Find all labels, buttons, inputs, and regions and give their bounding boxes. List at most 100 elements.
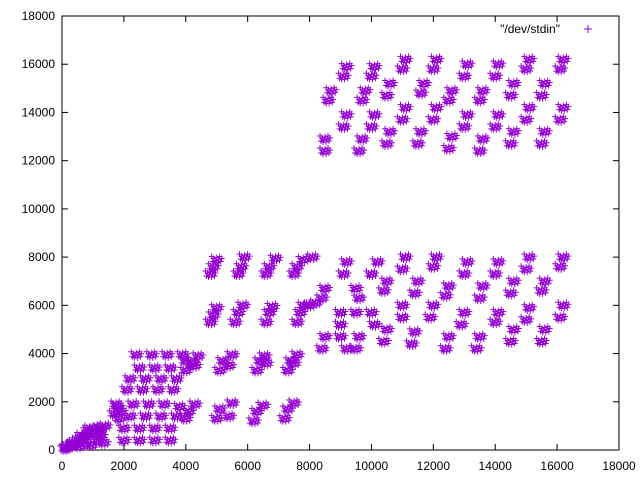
data-point [276,412,293,425]
data-point [187,398,204,411]
data-point [412,125,429,138]
data-point [224,348,241,361]
data-point [502,89,519,102]
data-point [143,348,160,361]
data-point [425,63,442,76]
data-point [521,301,538,314]
data-point [208,253,225,266]
data-point [378,275,395,288]
data-point [456,306,473,319]
data-point [264,300,281,313]
data-point [412,87,429,100]
x-tick-label: 2000 [111,459,138,473]
data-point [440,280,457,293]
data-point [416,77,433,90]
data-point [313,292,330,305]
data-point [382,125,399,138]
data-point [487,316,504,329]
data-point [518,263,535,276]
data-point [536,275,553,288]
data-point [502,287,519,300]
data-point [363,120,380,133]
data-point [233,260,250,273]
data-point [317,132,334,145]
data-point [156,398,173,411]
x-tick-label: 12000 [417,459,451,473]
legend-label: "/dev/stdin" [500,22,560,36]
data-point [425,299,442,312]
data-point [474,84,491,97]
data-point [256,349,273,362]
x-tick-label: 6000 [234,459,261,473]
data-point [453,318,470,331]
data-point [505,125,522,138]
data-point [375,335,392,348]
data-point [487,120,504,133]
data-point [146,362,163,375]
data-point [221,410,238,423]
data-point [474,280,491,293]
data-point [394,299,411,312]
data-point [502,335,519,348]
data-point [552,311,569,324]
data-point [437,342,454,355]
data-point [369,255,386,268]
data-point [286,357,303,370]
data-point [363,306,380,319]
x-tick-label: 16000 [540,459,574,473]
data-point [471,94,488,107]
data-point [490,255,507,268]
data-point [471,330,488,343]
data-point [236,251,253,264]
data-point [409,275,426,288]
data-point [459,108,476,121]
data-point [332,330,349,343]
data-point [320,94,337,107]
data-point [505,77,522,90]
y-tick-label: 8000 [28,250,55,264]
data-point [289,260,306,273]
data-point [208,412,225,425]
data-point [230,267,247,280]
data-points [57,53,572,455]
x-tick-label: 10000 [355,459,389,473]
data-point [332,306,349,319]
data-point [153,372,170,385]
data-point [536,125,553,138]
data-point [533,284,550,297]
data-point [406,287,423,300]
data-point [505,323,522,336]
y-tick-label: 14000 [22,105,56,119]
data-point [555,101,572,114]
data-point [149,383,166,396]
data-point [323,84,340,97]
data-point [317,282,334,295]
data-point [221,359,238,372]
data-point [111,412,128,425]
data-point [258,316,275,329]
data-point [248,405,265,418]
data-point [125,398,142,411]
data-point [505,275,522,288]
data-point [202,316,219,329]
data-point [425,113,442,126]
data-point [245,415,262,428]
data-point [289,316,306,329]
data-point [248,364,265,377]
data-point [521,53,538,66]
data-point [397,53,414,66]
data-point [363,267,380,280]
data-point [304,251,321,264]
data-point [443,130,460,143]
data-point [347,282,364,295]
data-point [165,383,182,396]
data-point [91,425,108,438]
data-point [289,348,306,361]
data-point [366,108,383,121]
data-point [115,422,132,435]
data-point [406,325,423,338]
data-point [382,77,399,90]
data-point [366,60,383,73]
x-tick-label: 8000 [296,459,323,473]
legend-marker [584,25,592,33]
